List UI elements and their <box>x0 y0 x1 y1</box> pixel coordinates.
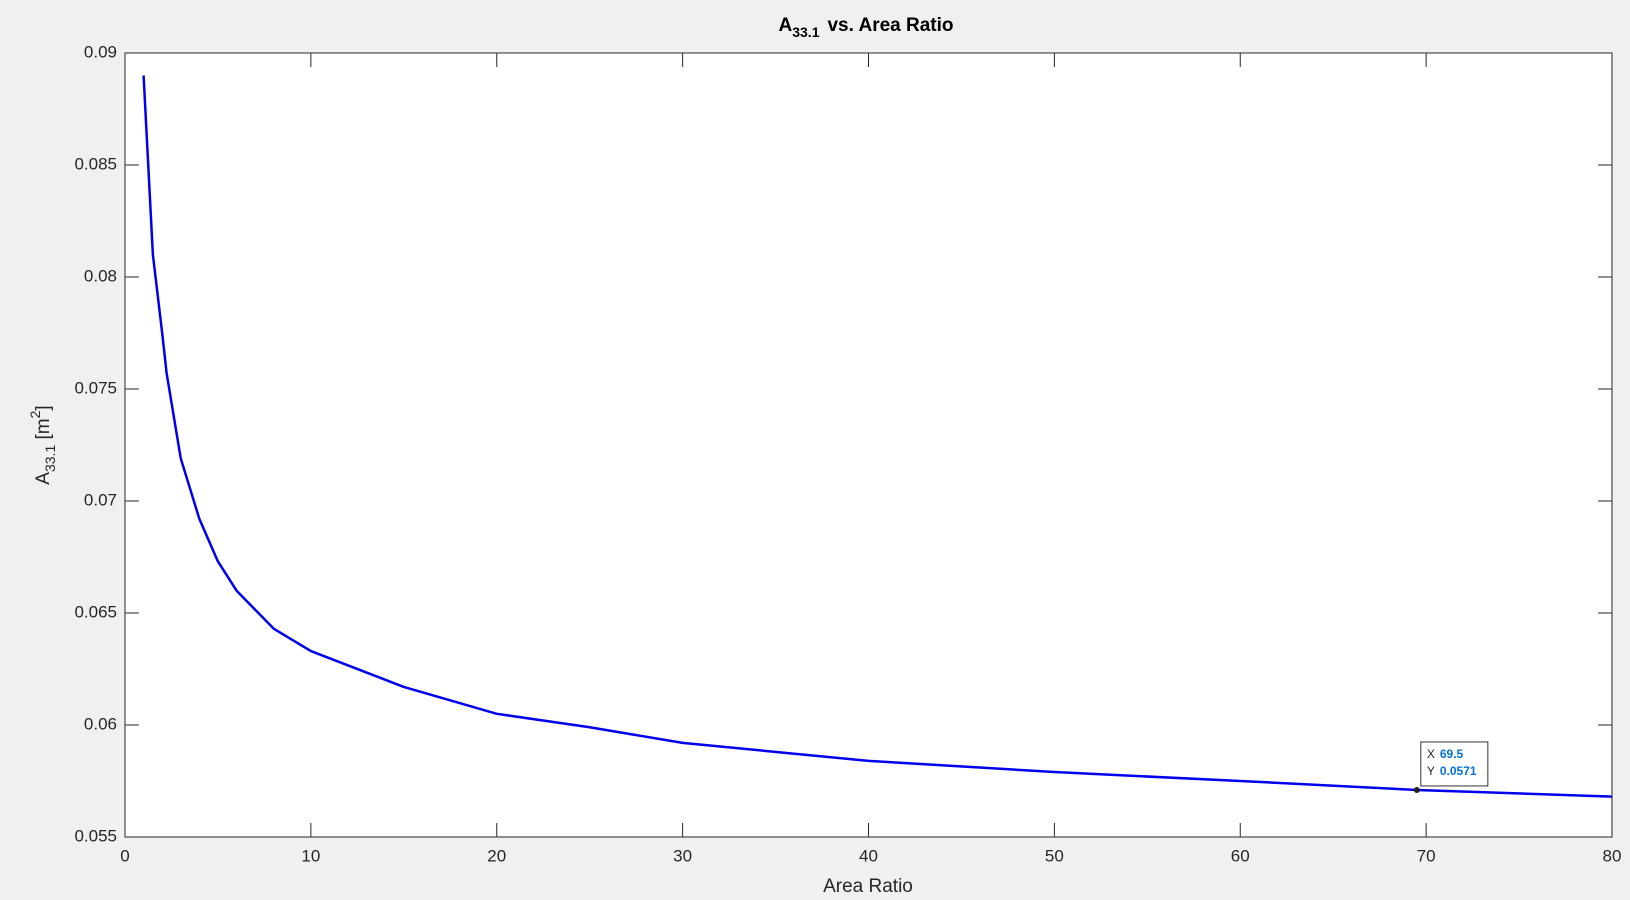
x-tick-label: 80 <box>1603 846 1622 865</box>
ylabel-close: ] <box>33 405 54 410</box>
ylabel-base: A <box>33 472 54 485</box>
x-tick-label: 70 <box>1417 846 1436 865</box>
title-rest: vs. Area Ratio <box>827 15 953 36</box>
y-tick-label: 0.055 <box>74 826 117 845</box>
ylabel-unit: [m <box>33 418 54 444</box>
y-tick-label: 0.06 <box>84 714 117 733</box>
datatip-x: X 69.5 <box>1427 747 1464 761</box>
y-tick-label: 0.085 <box>74 154 117 173</box>
datatip: X 69.5 Y 0.0571 <box>1420 741 1489 787</box>
y-axis-label: A33.1 [m2] <box>27 405 58 484</box>
x-tick-label: 60 <box>1231 846 1250 865</box>
x-tick-label: 40 <box>859 846 878 865</box>
x-axis-label: Area Ratio <box>823 876 913 897</box>
x-tick-label: 20 <box>487 846 506 865</box>
datatip-marker <box>1413 786 1420 793</box>
datatip-y: Y 0.0571 <box>1427 764 1477 778</box>
data-line <box>142 75 1613 798</box>
x-tick-label: 50 <box>1045 846 1064 865</box>
y-tick-label: 0.08 <box>84 266 117 285</box>
axes <box>124 52 1613 838</box>
title-subscript: 33.1 <box>792 24 819 40</box>
x-tick-label: 10 <box>301 846 320 865</box>
datatip-x-label: X <box>1427 747 1435 761</box>
datatip-x-value: 69.5 <box>1440 747 1464 761</box>
ylabel-subscript: 33.1 <box>42 445 58 472</box>
y-tick-label: 0.075 <box>74 378 117 397</box>
datatip-box <box>1420 741 1489 787</box>
y-tick-label: 0.07 <box>84 490 117 509</box>
x-tick-label: 0 <box>120 846 129 865</box>
y-tick-label: 0.09 <box>84 42 117 61</box>
ylabel-superscript: 2 <box>27 410 43 418</box>
datatip-y-label: Y <box>1427 764 1435 778</box>
datatip-y-value: 0.0571 <box>1440 764 1477 778</box>
title-base: A <box>779 15 793 36</box>
chart-title: A33.1 vs. Area Ratio <box>779 15 954 40</box>
x-tick-label: 30 <box>673 846 692 865</box>
y-tick-label: 0.065 <box>74 602 117 621</box>
